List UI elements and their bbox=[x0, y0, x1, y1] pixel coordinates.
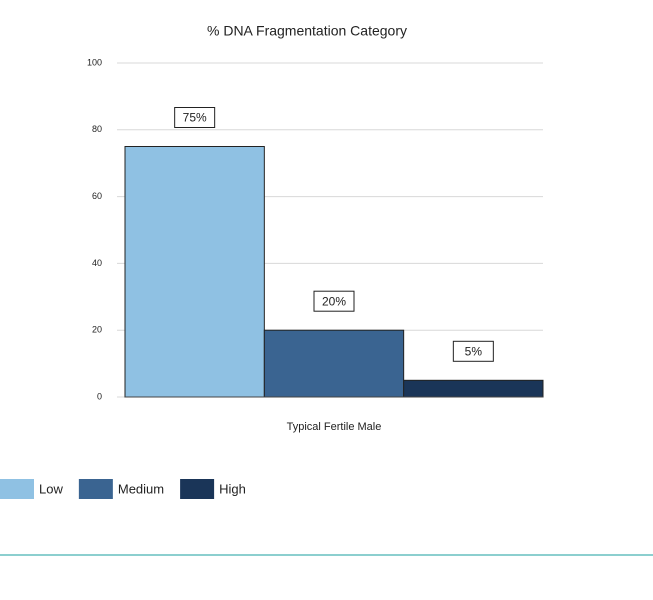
legend-swatch bbox=[180, 479, 215, 499]
value-label: 75% bbox=[183, 111, 207, 125]
legend-swatch bbox=[78, 479, 113, 499]
legend-label: Low bbox=[39, 481, 63, 496]
legend-swatch bbox=[0, 479, 34, 499]
x-tick-label: Typical Fertile Male bbox=[286, 421, 382, 433]
value-label: 5% bbox=[465, 344, 483, 358]
y-tick-label: 40 bbox=[92, 258, 102, 268]
legend-label: High bbox=[219, 481, 246, 496]
bar bbox=[263, 329, 405, 398]
y-tick-label: 80 bbox=[92, 124, 102, 134]
value-label: 20% bbox=[322, 294, 346, 308]
chart-title: % DNA Fragmentation Category bbox=[207, 23, 407, 39]
value-label-box bbox=[313, 290, 355, 312]
bar bbox=[124, 146, 265, 398]
value-label-box bbox=[452, 340, 494, 362]
y-tick-label: 20 bbox=[92, 325, 102, 335]
y-tick-label: 60 bbox=[92, 191, 102, 201]
legend-label: Medium bbox=[118, 481, 164, 496]
y-tick-label: 0 bbox=[97, 391, 102, 401]
bar bbox=[403, 379, 544, 398]
value-label-box bbox=[174, 107, 216, 128]
y-tick-label: 100 bbox=[87, 57, 102, 67]
